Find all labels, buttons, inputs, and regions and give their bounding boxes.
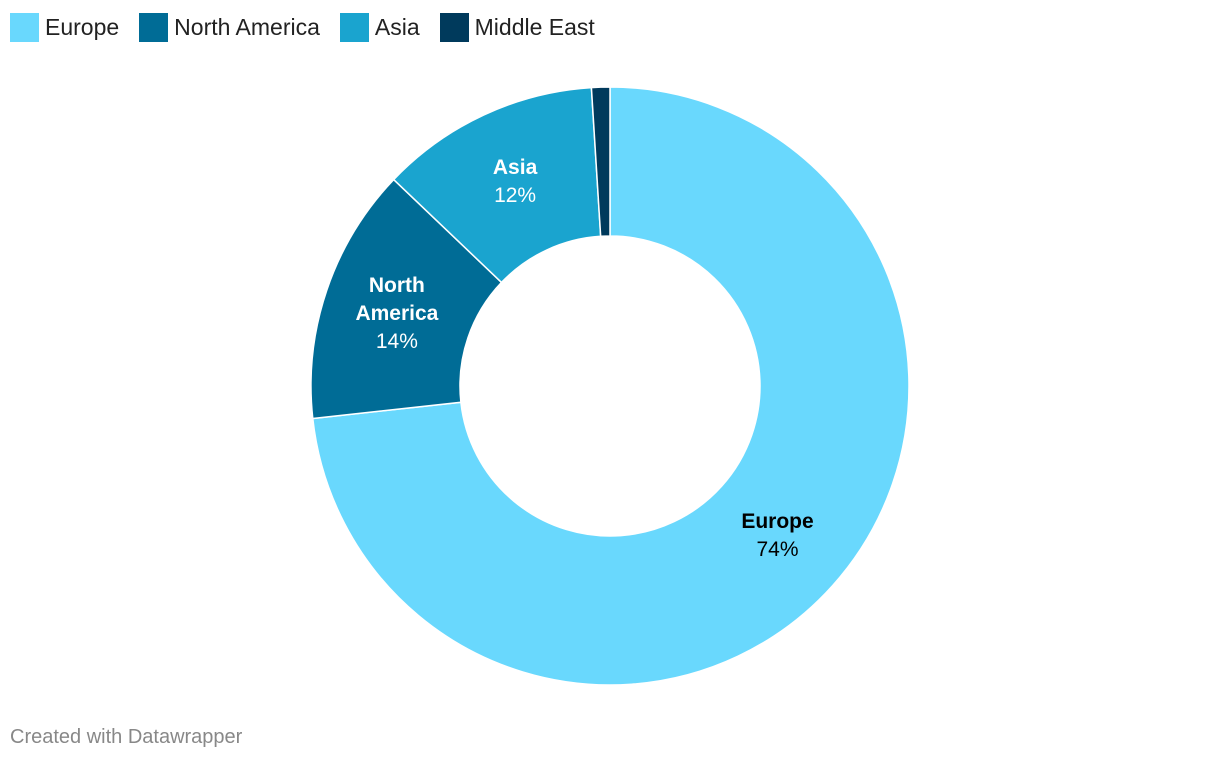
slice-label: North America 14% (342, 272, 452, 356)
slice (392, 86, 602, 284)
slice-value: 74% (756, 538, 799, 562)
legend-item: Europe (10, 13, 119, 42)
slice-value: 12% (494, 183, 537, 207)
legend-item: Middle East (439, 13, 595, 42)
slice-name: Asia (492, 155, 538, 179)
slice-name: Europe (741, 510, 814, 534)
slice (310, 178, 503, 420)
footer: Created with Datawrapper (10, 726, 243, 748)
legend-label: Europe (45, 14, 120, 40)
legend-label: North America (174, 14, 320, 40)
slice-label: Europe 74% (723, 508, 833, 564)
legend-item: North America (139, 13, 320, 42)
legend-swatch (439, 13, 469, 42)
slice-label: Asia 12% (460, 154, 570, 210)
slice-name: North America (355, 273, 439, 325)
legend-item: Asia (339, 13, 420, 42)
slice (590, 86, 611, 238)
legend-swatch (139, 13, 169, 42)
legend-swatch (10, 13, 39, 42)
legend-swatch (339, 13, 369, 42)
legend-label: Middle East (474, 14, 595, 40)
slice-value: 14% (375, 329, 418, 353)
legend-label: Asia (374, 14, 420, 40)
slice (311, 86, 910, 686)
legend: Europe North America Asia Middle East (10, 13, 595, 42)
